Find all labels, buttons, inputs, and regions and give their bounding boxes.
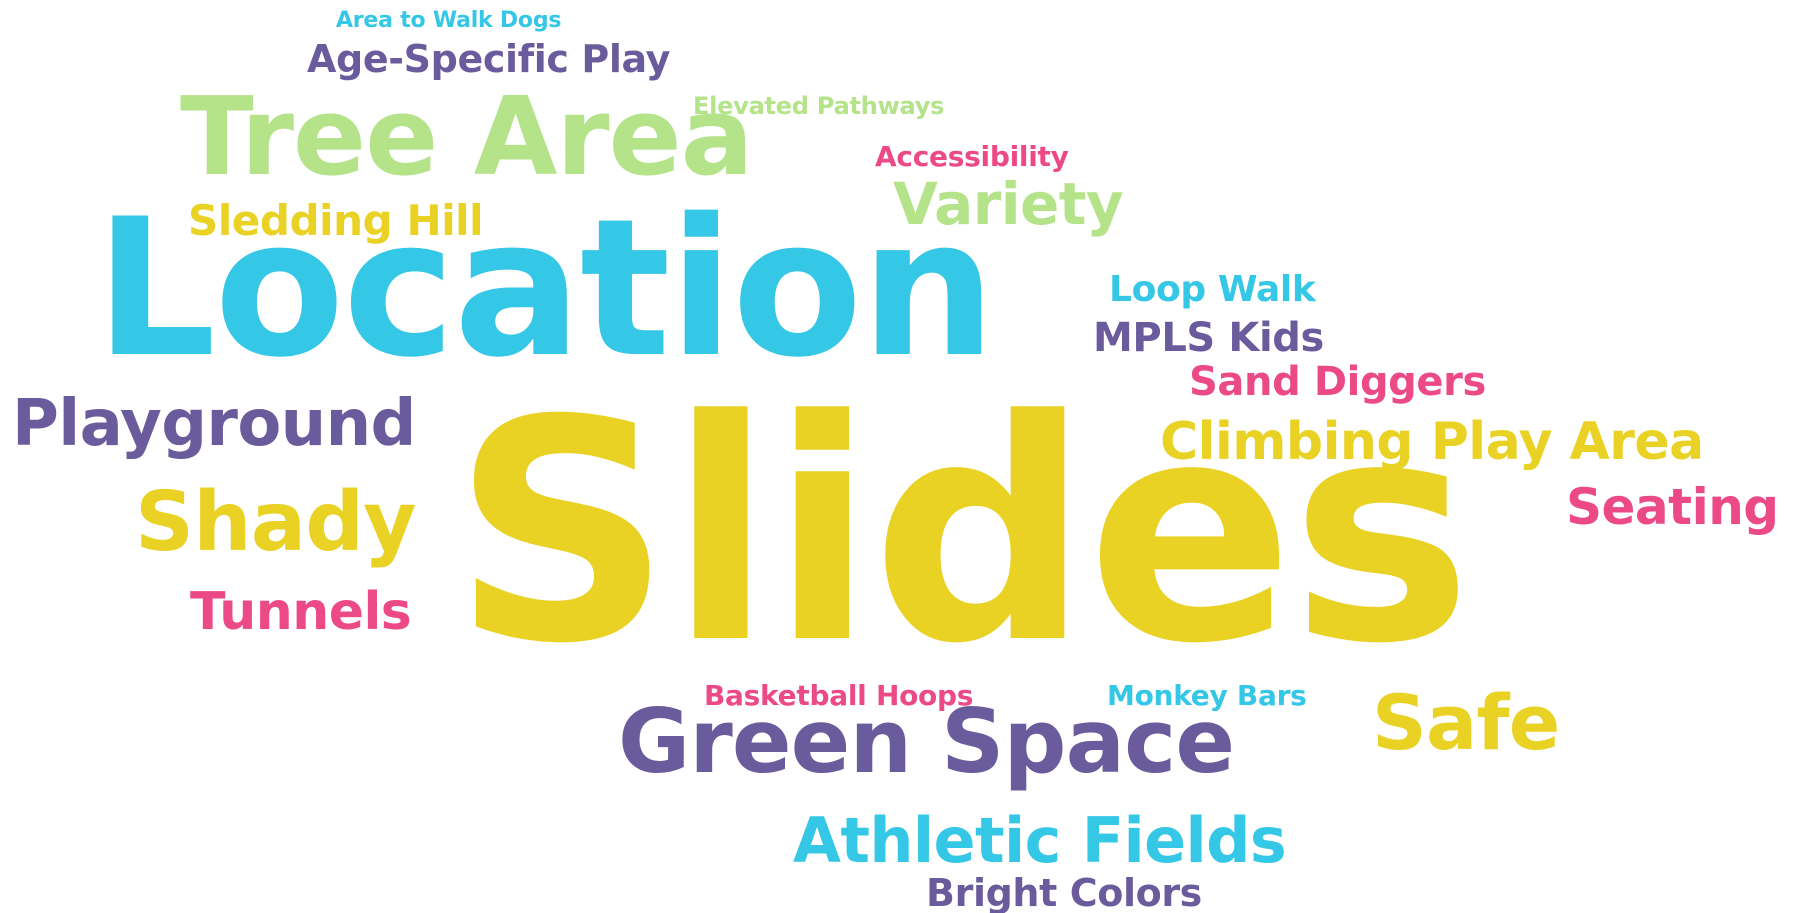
word-sledding-hill: Sledding Hill [188, 196, 484, 245]
word-accessibility: Accessibility [875, 140, 1069, 173]
word-climbing-play-area: Climbing Play Area [1160, 412, 1704, 472]
word-athletic-fields: Athletic Fields [793, 804, 1287, 877]
word-elevated-pathways: Elevated Pathways [693, 92, 945, 120]
word-location: Location [95, 178, 996, 399]
word-basketball-hoops: Basketball Hoops [704, 679, 974, 712]
word-green-space: Green Space [618, 690, 1235, 793]
word-bright-colors: Bright Colors [926, 871, 1202, 913]
word-age-specific-play: Age-Specific Play [307, 37, 671, 81]
word-mpls-kids: MPLS Kids [1093, 315, 1324, 361]
word-monkey-bars: Monkey Bars [1107, 679, 1307, 712]
word-variety: Variety [893, 170, 1124, 238]
word-sand-diggers: Sand Diggers [1189, 359, 1486, 405]
word-tunnels: Tunnels [190, 582, 412, 642]
word-loop-walk: Loop Walk [1109, 269, 1316, 310]
word-tree-area: Tree Area [180, 75, 754, 200]
word-slides: Slides [452, 355, 1472, 710]
word-seating: Seating [1566, 478, 1779, 536]
word-area-to-walk-dogs: Area to Walk Dogs [336, 8, 562, 33]
word-shady: Shady [135, 475, 417, 570]
word-playground: Playground [12, 387, 416, 461]
word-safe: Safe [1372, 678, 1560, 767]
